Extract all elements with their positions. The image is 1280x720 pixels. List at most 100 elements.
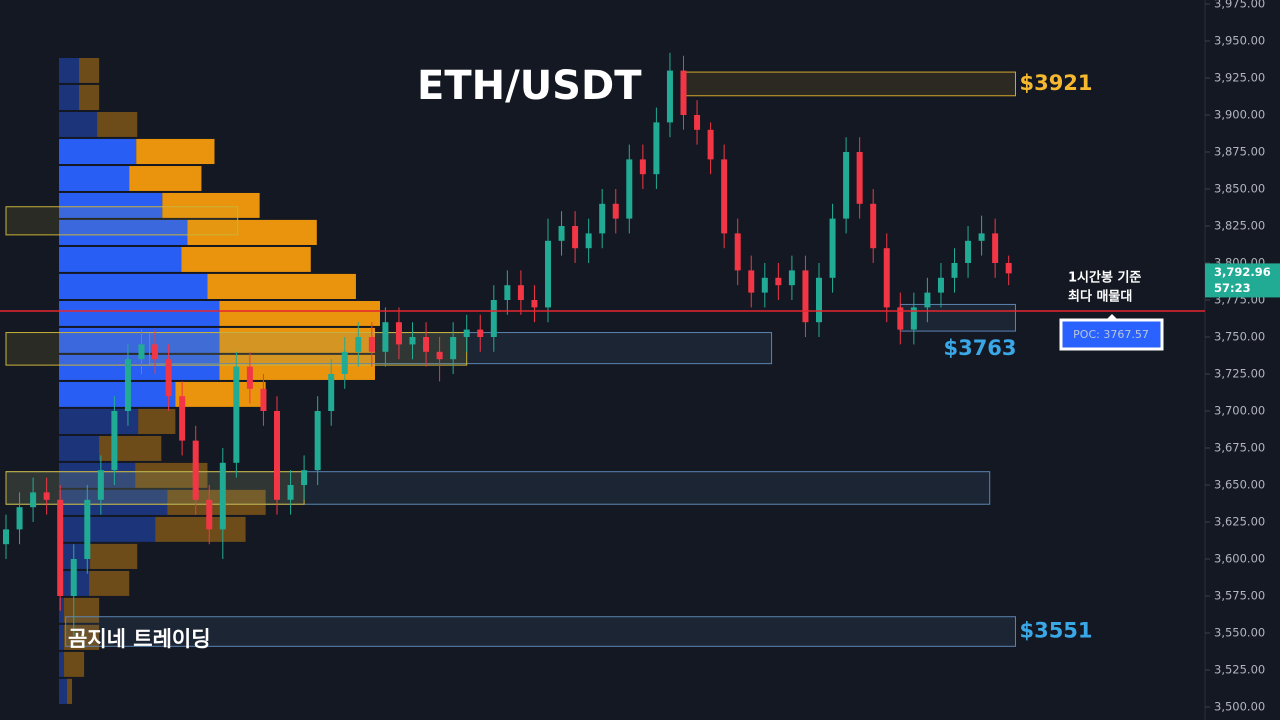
y-tick-label: 3,925.00 (1214, 71, 1265, 85)
profile-buy-bar (59, 301, 220, 326)
y-tick-label: 3,750.00 (1214, 330, 1265, 344)
profile-buy-bar (59, 624, 65, 650)
candle-body (531, 300, 538, 308)
y-tick-label: 3,700.00 (1214, 404, 1265, 418)
candle-body (341, 351, 348, 374)
zone-label: $3921 (1019, 71, 1092, 95)
y-tick-label: 3,550.00 (1214, 626, 1265, 640)
candle-body (694, 115, 701, 130)
last-price-label: 3,792.96 (1214, 265, 1271, 279)
profile-sell-bar (79, 57, 100, 83)
profile-buy-bar (59, 435, 100, 461)
candle-body (219, 462, 226, 530)
candle-body (721, 159, 728, 234)
poc-note: 1시간봉 기준 (1068, 270, 1141, 286)
candle-body (179, 396, 186, 441)
candle-body (16, 507, 23, 530)
profile-sell-bar (181, 246, 311, 272)
candle-body (409, 337, 416, 345)
profile-sell-bar (79, 84, 100, 111)
candle-body (802, 270, 809, 323)
candle-body (680, 70, 687, 115)
candle-body (517, 285, 524, 300)
candle-body (490, 300, 497, 337)
candle-body (572, 226, 579, 249)
candle-body (301, 470, 308, 485)
candle-body (165, 359, 172, 397)
profile-sell-bar (64, 651, 85, 677)
candle-body (287, 485, 294, 500)
y-tick-label: 3,625.00 (1214, 515, 1265, 529)
watermark: 곰지네 트레이딩 (68, 627, 211, 651)
y-tick-label: 3,525.00 (1214, 663, 1265, 677)
candle-body (626, 159, 633, 219)
last-price-badge (1205, 263, 1280, 298)
profile-sell-bar (89, 570, 130, 596)
profile-sell-bar (219, 301, 380, 326)
profile-buy-bar (59, 408, 139, 434)
zone (683, 71, 1016, 97)
candle-body (30, 492, 37, 508)
candle-body (314, 411, 321, 471)
chart-title: ETH/USDT (417, 63, 642, 109)
candle-body (829, 218, 836, 278)
profile-buy-bar (59, 246, 182, 272)
candle-body (816, 277, 822, 323)
profile-buy-bar (59, 112, 98, 137)
candle-body (423, 337, 430, 352)
profile-buy-bar (59, 166, 130, 191)
profile-sell-bar (219, 354, 375, 380)
y-tick-label: 3,825.00 (1214, 219, 1265, 233)
profile-sell-bar (129, 166, 202, 191)
candle-body (1005, 263, 1012, 274)
profile-sell-bar (162, 192, 260, 218)
profile-buy-bar (59, 597, 65, 623)
candle-body (57, 499, 64, 596)
candle-body (368, 337, 375, 352)
candle-body (788, 270, 795, 286)
candle-body (152, 344, 159, 360)
candle-body (70, 559, 77, 596)
zone-label: $3763 (943, 336, 1016, 360)
candle-body (992, 233, 999, 263)
y-tick-label: 3,975.00 (1214, 0, 1265, 11)
candle-body (748, 270, 755, 293)
candle-body (612, 203, 619, 219)
profile-sell-bar (187, 219, 317, 245)
candle-body (138, 344, 145, 360)
candle-body (734, 233, 741, 271)
candle-body (843, 152, 850, 219)
candle-body (97, 470, 104, 500)
profile-sell-bar (64, 624, 100, 650)
profile-sell-bar (155, 516, 246, 542)
candle-body (978, 233, 985, 241)
profile-buy-bar (59, 489, 168, 515)
candle-body (450, 337, 457, 360)
candle-body (436, 351, 443, 360)
y-tick-label: 3,900.00 (1214, 108, 1265, 122)
candle-body (274, 411, 280, 500)
countdown: 57:23 (1214, 281, 1251, 295)
candle-body (504, 285, 511, 300)
candle-body (260, 388, 267, 411)
profile-buy-bar (59, 84, 80, 111)
profile-sell-bar (167, 489, 266, 515)
candle-body (477, 329, 484, 337)
candle-body (965, 240, 972, 263)
profile-buy-bar (59, 462, 136, 488)
candle-body (192, 440, 199, 500)
candle-body (43, 492, 50, 500)
candle-body (328, 374, 335, 411)
profile-sell-bar (136, 138, 215, 165)
profile-sell-bar (207, 273, 356, 299)
candle-body (639, 159, 646, 175)
candle-body (84, 499, 91, 559)
candle-body (924, 292, 931, 308)
candle-body (355, 337, 362, 352)
profile-sell-bar (99, 435, 162, 461)
candle-body (463, 329, 470, 337)
y-tick-label: 3,575.00 (1214, 589, 1265, 603)
candle-body (666, 70, 673, 123)
y-tick-label: 3,500.00 (1214, 700, 1265, 714)
